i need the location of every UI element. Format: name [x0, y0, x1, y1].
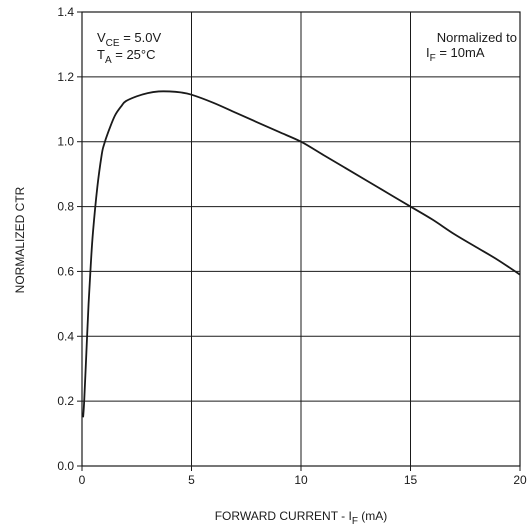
condition-vce-main: V — [97, 30, 106, 45]
condition-vce: VCE = 5.0V — [97, 30, 161, 49]
x-tick-label: 10 — [294, 473, 308, 487]
ctr-curve — [82, 90, 521, 418]
condition-ta-main: T — [97, 47, 105, 62]
normalized-if-sub: F — [430, 53, 436, 64]
x-axis-label-unit: (mA) — [358, 509, 387, 523]
x-axis-label: FORWARD CURRENT - IF (mA) — [215, 509, 388, 527]
condition-vce-rest: = 5.0V — [120, 30, 162, 45]
condition-vce-sub: CE — [106, 38, 120, 49]
normalized-if-rest: = 10mA — [436, 45, 485, 60]
y-tick-label: 0.6 — [57, 264, 74, 278]
x-tick-label: 0 — [79, 473, 86, 487]
y-tick-labels: 0.0 0.2 0.4 0.6 0.8 1.0 1.2 1.4 — [57, 5, 74, 473]
y-tick-label: 0.0 — [57, 459, 74, 473]
x-tick-label: 5 — [188, 473, 195, 487]
normalized-if-main: I — [426, 45, 430, 60]
condition-ta: TA = 25°C — [97, 47, 156, 66]
grid-lines — [82, 12, 520, 466]
x-axis-label-main: FORWARD CURRENT - I — [215, 509, 352, 523]
y-tick-label: 0.4 — [57, 329, 74, 343]
condition-ta-rest: = 25°C — [112, 47, 156, 62]
y-tick-label: 1.2 — [57, 70, 74, 84]
x-tick-label: 15 — [404, 473, 418, 487]
y-tick-label: 0.8 — [57, 200, 74, 214]
x-tick-labels: 0 5 10 15 20 — [79, 473, 527, 487]
x-tick-label: 20 — [513, 473, 527, 487]
normalized-if-label: IF = 10mA — [426, 45, 485, 64]
y-tick-label: 1.0 — [57, 135, 74, 149]
x-axis-label-sub: F — [352, 516, 358, 527]
y-tick-label: 0.2 — [57, 394, 74, 408]
y-axis-label: NORMALIZED CTR — [13, 186, 27, 293]
condition-ta-sub: A — [105, 55, 112, 66]
y-tick-label: 1.4 — [57, 5, 74, 19]
normalized-to-label: Normalized to — [437, 30, 517, 45]
axis-ticks — [77, 11, 521, 471]
